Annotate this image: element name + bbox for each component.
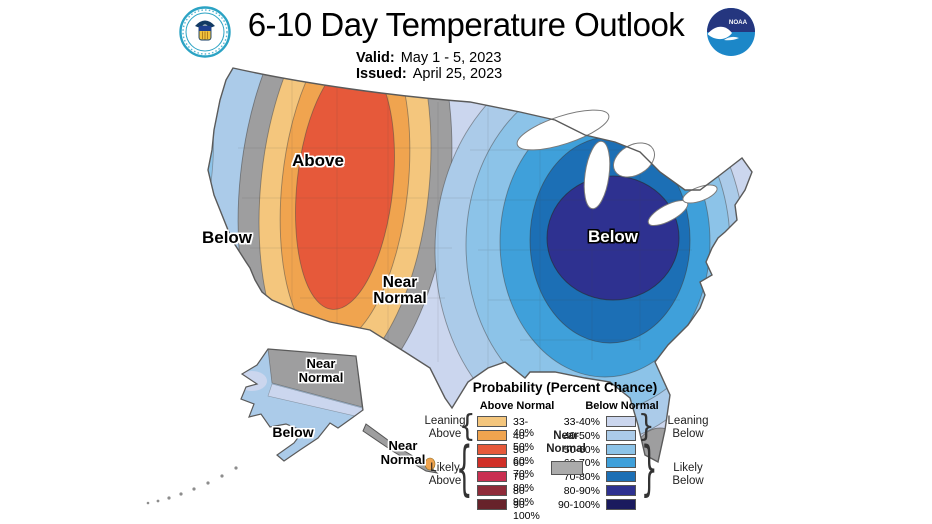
valid-value: May 1 - 5, 2023 — [400, 50, 502, 66]
seal-ring-text-suggestion — [182, 9, 228, 55]
noaa-logo: NOAA — [707, 8, 755, 56]
lake-michigan — [583, 140, 611, 210]
valid-label: Valid: — [356, 50, 395, 66]
page-title: 6-10 Day Temperature Outlook — [247, 6, 685, 43]
map-label-alaska-near-normal: Near Normal — [298, 356, 344, 385]
great-lakes — [516, 109, 718, 227]
issued-label: Issued: — [356, 66, 407, 82]
noaa-logo-text: NOAA — [729, 19, 748, 26]
alaska-panhandle-near-normal — [362, 423, 439, 474]
map-label-alaska-below: Below — [272, 424, 314, 440]
lake-ontario — [682, 184, 718, 204]
noaa-gull-icon — [707, 26, 732, 40]
issued-line: Issued: April 25, 2023 — [356, 66, 502, 82]
map-label-panhandle-near-normal: Near Normal — [380, 438, 426, 467]
lake-superior — [516, 109, 610, 151]
valid-line: Valid: May 1 - 5, 2023 — [356, 50, 501, 66]
commerce-seal-logo — [179, 6, 231, 58]
band-florida-near-normal — [629, 427, 691, 462]
map-label-above-west: Above — [292, 151, 344, 170]
issued-value: April 25, 2023 — [412, 66, 503, 82]
map-label-below-west: Below — [201, 228, 253, 247]
seal-shield-chief — [199, 26, 211, 31]
aleutian-islands — [146, 466, 238, 505]
map-label-near-normal-central: Near Normal — [373, 274, 427, 308]
map-label-below-east: Below — [587, 227, 639, 246]
us-outline — [207, 67, 753, 464]
alaska-below-33-40-band — [267, 383, 363, 419]
alaska-panhandle-above-spot — [424, 457, 436, 471]
band-below-80-90-core — [546, 175, 680, 301]
band-above-50-60 — [295, 68, 395, 310]
state-boundaries — [238, 80, 700, 372]
alaska-outline — [240, 348, 364, 462]
